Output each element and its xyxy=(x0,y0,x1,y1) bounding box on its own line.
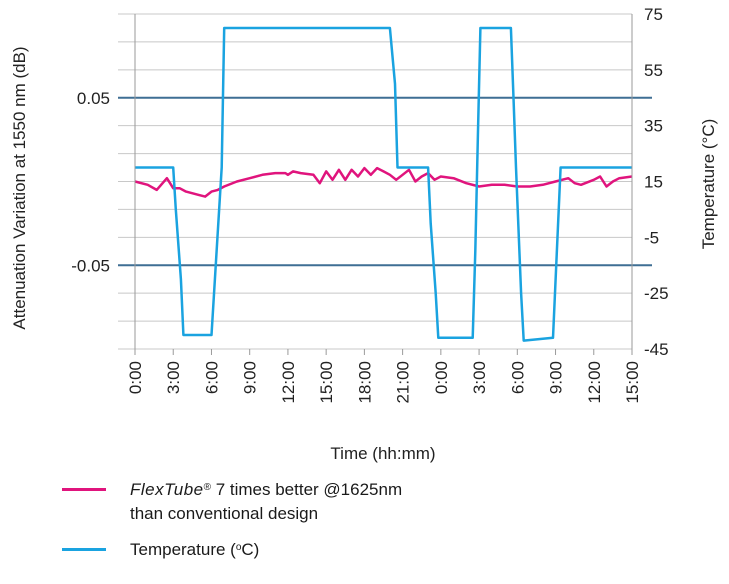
registered-mark: ® xyxy=(203,482,211,493)
x-tick-label: 12:00 xyxy=(585,361,604,404)
legend: FlexTube® 7 times better @1625nm than co… xyxy=(62,478,402,574)
chart: Attenuation Variation at 1550 nm (dB) Te… xyxy=(10,5,718,463)
legend-temperature-text: Temperature ( xyxy=(130,540,236,559)
y-left-tick-label: -0.05 xyxy=(71,256,110,275)
x-tick-label: 9:00 xyxy=(547,361,566,394)
y-left-tick-label: 0.05 xyxy=(77,89,110,108)
y-right-tick-label: 75 xyxy=(644,5,663,24)
legend-item-flextube: FlexTube® 7 times better @1625nm than co… xyxy=(62,478,402,526)
x-tick-label: 0:00 xyxy=(432,361,451,394)
x-tick-label: 3:00 xyxy=(470,361,489,394)
y-right-tick-label: 55 xyxy=(644,61,663,80)
y-right-tick-label: -45 xyxy=(644,340,669,359)
y-axis-left-title: Attenuation Variation at 1550 nm (dB) xyxy=(10,46,29,329)
x-tick-label: 15:00 xyxy=(317,361,336,404)
degree-sup: o xyxy=(235,542,242,553)
x-tick-label: 3:00 xyxy=(164,361,183,394)
y-right-tick-label: 15 xyxy=(644,173,663,192)
legend-flextube-text: 7 times better @1625nm xyxy=(210,480,403,499)
legend-temperature-end: C) xyxy=(241,540,260,559)
x-tick-label: 18:00 xyxy=(355,361,374,404)
legend-brand: FlexTube xyxy=(130,480,204,499)
legend-flextube-line2: than conventional design xyxy=(130,504,319,523)
y-right-tick-label: -5 xyxy=(644,228,659,247)
series-line-flextube xyxy=(134,166,633,198)
y-right-tick-label: -25 xyxy=(644,284,669,303)
x-tick-label: 6:00 xyxy=(508,361,527,394)
grid-layer xyxy=(118,13,652,350)
x-tick-label: 0:00 xyxy=(126,361,145,394)
x-tick-label: 12:00 xyxy=(279,361,298,404)
y-right-tick-label: 35 xyxy=(644,117,663,136)
legend-swatch-flextube xyxy=(62,488,106,491)
y-axis-right-title: Temperature (°C) xyxy=(699,119,718,250)
x-tick-label: 6:00 xyxy=(202,361,221,394)
x-tick-label: 15:00 xyxy=(623,361,642,404)
x-axis-title: Time (hh:mm) xyxy=(330,444,435,463)
series-line-temperature xyxy=(135,26,632,342)
series-layer xyxy=(134,26,633,342)
axes-layer: Attenuation Variation at 1550 nm (dB) Te… xyxy=(10,14,718,463)
tick-layer: 0.05 -0.05 75 55 35 15 -5 -25 -45 0:00 3:00 6:00 9:0… xyxy=(71,5,668,404)
x-tick-label: 21:00 xyxy=(394,361,413,404)
legend-item-temperature: Temperature (oC) xyxy=(62,538,402,562)
legend-swatch-temperature xyxy=(62,548,106,551)
x-tick-label: 9:00 xyxy=(241,361,260,394)
